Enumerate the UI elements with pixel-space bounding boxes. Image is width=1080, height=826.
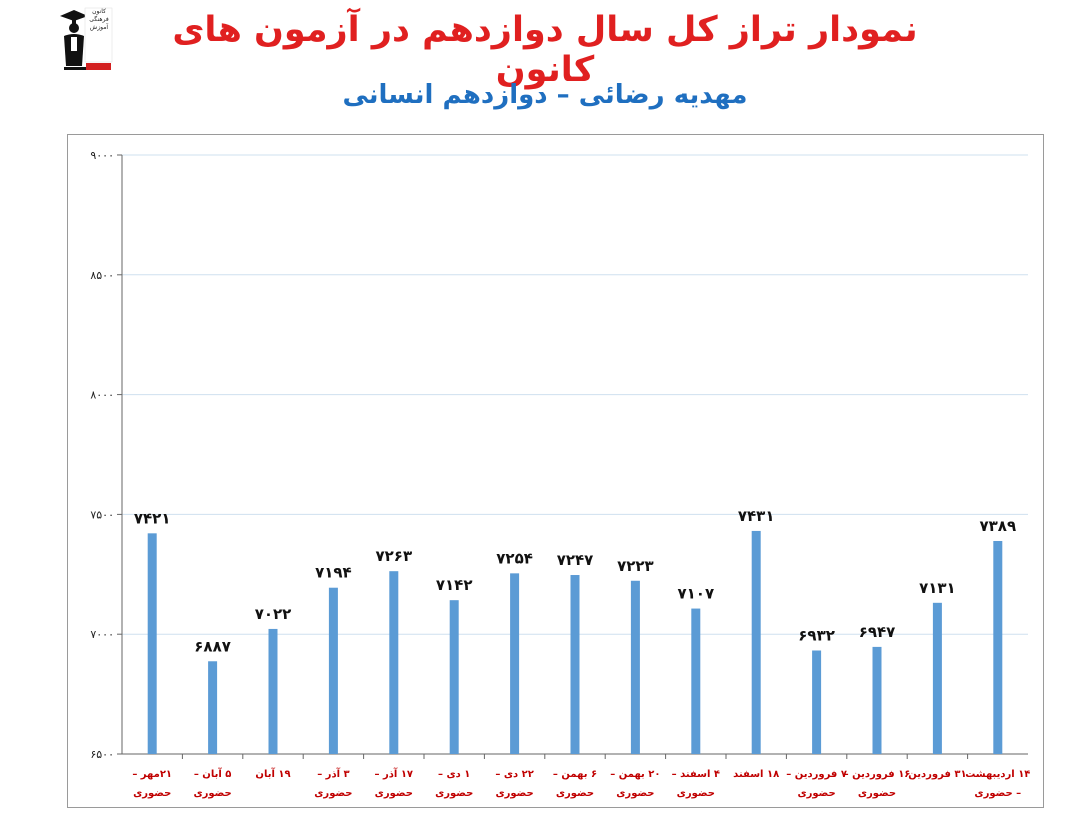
chart-subtitle: مهدیه رضائی – دوازدهم انسانی bbox=[342, 80, 748, 110]
logo-line: قلم‌چی bbox=[90, 34, 108, 41]
x-tick-label: ۱۴ اردیبهشت bbox=[965, 769, 1030, 780]
x-tick-label: حضوری bbox=[133, 788, 171, 799]
bar bbox=[147, 533, 157, 754]
x-tick-label: ۴ اسفند – bbox=[672, 769, 720, 780]
data-label: ۷۳۸۹ bbox=[979, 517, 1016, 535]
x-tick-label: حضوری bbox=[314, 788, 352, 799]
data-label: ۷۱۰۷ bbox=[677, 585, 714, 603]
x-tick-label: ۷ فروردین – bbox=[786, 769, 847, 780]
x-tick-label: ۱۸ اسفند bbox=[733, 769, 779, 780]
x-tick-label: ۶ بهمن – bbox=[553, 769, 597, 780]
data-label: ۶۸۸۷ bbox=[194, 637, 231, 655]
x-tick-label: حضوری bbox=[797, 788, 835, 799]
x-tick-label: – حضوری bbox=[974, 788, 1021, 799]
chart-title: نمودار تراز کل سال دوازدهم در آزمون های … bbox=[172, 10, 918, 90]
data-label: ۶۹۳۲ bbox=[798, 626, 835, 644]
bar bbox=[691, 608, 701, 754]
bar bbox=[570, 575, 580, 754]
y-tick-label: ۷۵۰۰ bbox=[90, 508, 114, 521]
logo-text: کانون فرهنگی آموزش قلم‌چی bbox=[84, 8, 114, 42]
x-tick-label: حضوری bbox=[193, 788, 231, 799]
x-tick-label: حضوری bbox=[677, 788, 715, 799]
x-tick-label: ۱۷ آذر – bbox=[375, 767, 414, 780]
logo-line: فرهنگی bbox=[89, 16, 109, 23]
y-tick-label: ۷۰۰۰ bbox=[90, 628, 114, 641]
data-label: ۷۴۳۱ bbox=[738, 507, 775, 525]
bar bbox=[932, 602, 942, 754]
bar bbox=[872, 646, 882, 754]
x-tick-label: حضوری bbox=[556, 788, 594, 799]
y-tick-label: ۸۰۰۰ bbox=[90, 389, 114, 402]
x-tick-label: حضوری bbox=[435, 788, 473, 799]
x-tick-label: ۱۹ آبان bbox=[255, 767, 290, 780]
bar bbox=[993, 540, 1003, 754]
x-tick-label: حضوری bbox=[495, 788, 533, 799]
y-tick-label: ۹۰۰۰ bbox=[90, 149, 114, 162]
x-tick-label: حضوری bbox=[375, 788, 413, 799]
bar bbox=[510, 573, 520, 754]
y-tick-label: ۶۵۰۰ bbox=[90, 748, 114, 761]
x-tick-label: ۳۱ فروردین bbox=[908, 769, 966, 780]
logo-line: کانون bbox=[92, 8, 106, 15]
data-label: ۷۰۲۲ bbox=[255, 605, 292, 623]
chart-area: ۶۵۰۰ ۷۰۰۰ ۷۵۰۰ ۸۰۰۰ ۸۵۰۰ ۹۰۰۰ ۷۴۲۱ ۲۱مهر – حضوری… bbox=[67, 134, 1044, 808]
y-tick-label: ۸۵۰۰ bbox=[90, 269, 114, 282]
x-tick-label: ۲۱مهر – bbox=[132, 769, 172, 780]
x-tick-label: ۵ آبان – bbox=[194, 767, 232, 780]
bar bbox=[389, 571, 399, 754]
data-label: ۷۴۲۱ bbox=[134, 509, 171, 527]
x-tick-label: ۲۲ دی – bbox=[495, 769, 533, 780]
bar bbox=[812, 650, 822, 754]
data-label: ۷۱۹۴ bbox=[315, 564, 352, 582]
x-tick-label: ۱ دی – bbox=[438, 769, 470, 780]
data-label: ۷۲۵۴ bbox=[496, 549, 533, 567]
x-tick-label: ۱۶ فروردین – bbox=[844, 769, 911, 780]
bar bbox=[268, 628, 278, 754]
bar bbox=[328, 587, 338, 754]
data-label: ۷۲۶۳ bbox=[375, 547, 412, 565]
data-label: ۷۱۳۱ bbox=[919, 579, 956, 597]
data-label: ۷۲۲۳ bbox=[617, 557, 654, 575]
data-label: ۶۹۴۷ bbox=[859, 623, 896, 641]
logo-line: آموزش bbox=[89, 24, 109, 31]
data-label: ۷۲۴۷ bbox=[557, 551, 594, 569]
x-tick-label: حضوری bbox=[858, 788, 896, 799]
x-tick-label: حضوری bbox=[616, 788, 654, 799]
bar bbox=[208, 661, 218, 754]
x-tick-label: ۲۰ بهمن – bbox=[610, 769, 660, 780]
x-tick-label: ۳ آذر – bbox=[317, 767, 349, 780]
bar bbox=[630, 580, 640, 754]
data-label: ۷۱۴۲ bbox=[436, 576, 473, 594]
bar bbox=[449, 600, 459, 754]
bar bbox=[751, 530, 761, 754]
bar-chart: ۶۵۰۰ ۷۰۰۰ ۷۵۰۰ ۸۰۰۰ ۸۵۰۰ ۹۰۰۰ ۷۴۲۱ ۲۱مهر – حضوری… bbox=[90, 149, 1030, 799]
graduate-logo-icon bbox=[60, 7, 113, 70]
